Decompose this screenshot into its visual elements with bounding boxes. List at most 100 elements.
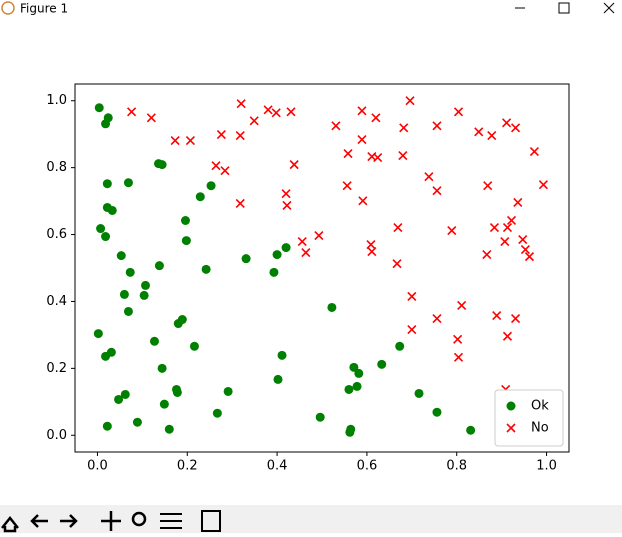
x-tick-label: 1.0: [536, 459, 557, 474]
x-marker: [263, 105, 273, 115]
x-marker: [520, 245, 531, 255]
configure-button[interactable]: [160, 513, 182, 529]
x-marker: [236, 99, 246, 109]
maximize-button[interactable]: [558, 2, 570, 14]
dot: [116, 251, 126, 261]
x-tick-label: 0.4: [267, 459, 288, 474]
x-marker: [342, 181, 352, 191]
dot: [164, 424, 174, 434]
close-button[interactable]: [603, 2, 615, 14]
dot: [414, 388, 424, 398]
home-button[interactable]: [1, 515, 19, 533]
dot: [173, 319, 183, 329]
dot: [139, 290, 149, 300]
dot: [125, 267, 135, 277]
dot: [206, 181, 216, 191]
x-marker: [357, 106, 367, 116]
x-marker: [373, 153, 383, 163]
dot: [345, 427, 355, 437]
x-marker: [314, 230, 324, 241]
x-marker: [518, 234, 528, 245]
dot: [327, 302, 337, 312]
dot: [101, 351, 111, 361]
x-marker: [510, 123, 521, 133]
x-marker: [405, 96, 415, 106]
window-title: Figure 1: [20, 2, 68, 16]
dot: [466, 425, 476, 435]
x-marker: [453, 107, 464, 117]
dot: [195, 192, 205, 202]
dot: [344, 384, 354, 394]
x-marker: [289, 160, 299, 170]
x-marker: [538, 180, 548, 190]
dot: [107, 205, 117, 215]
dot: [132, 417, 142, 427]
dot: [352, 381, 362, 391]
dot: [269, 267, 279, 277]
dot: [349, 362, 359, 372]
x-marker: [424, 172, 434, 182]
x-marker: [331, 121, 341, 131]
x-marker: [358, 196, 368, 206]
y-tick-label: 0.2: [46, 361, 67, 376]
dot: [123, 306, 133, 316]
x-marker: [482, 250, 492, 260]
x-marker: [407, 291, 417, 302]
legend-label: Ok: [531, 399, 549, 414]
x-marker: [489, 222, 500, 233]
dot: [101, 119, 111, 129]
dot: [181, 236, 191, 246]
x-marker: [398, 151, 408, 161]
dot: [277, 350, 287, 360]
y-tick-label: 0.0: [46, 428, 67, 443]
dot: [241, 254, 251, 264]
x-marker: [432, 186, 442, 196]
dot: [102, 421, 112, 431]
x-marker: [185, 135, 195, 146]
legend-label: No: [531, 421, 549, 436]
x-marker: [407, 324, 417, 335]
x-marker: [453, 334, 463, 344]
save-button[interactable]: [201, 510, 221, 532]
dot: [101, 232, 111, 242]
pan-button[interactable]: [101, 511, 121, 531]
x-marker: [301, 248, 311, 258]
dot: [119, 289, 129, 299]
x-marker: [343, 149, 353, 159]
dot: [281, 243, 291, 253]
y-tick-label: 0.8: [46, 160, 67, 175]
dot: [93, 329, 103, 339]
app-icon: [1, 1, 15, 15]
x-marker: [281, 189, 291, 199]
dot: [180, 215, 190, 225]
x-marker: [357, 134, 367, 145]
x-marker: [367, 247, 377, 257]
forward-button[interactable]: [60, 514, 78, 528]
y-tick-label: 1.0: [46, 93, 67, 108]
legend-marker: [506, 423, 516, 433]
x-tick-label: 0.8: [446, 459, 467, 474]
x-marker: [492, 310, 502, 321]
x-marker: [282, 200, 292, 211]
x-marker: [453, 352, 464, 362]
x-tick-label: 0.6: [357, 459, 378, 474]
x-marker: [529, 147, 539, 157]
dot: [154, 261, 164, 271]
x-marker: [235, 130, 245, 141]
x-marker: [392, 259, 402, 269]
dot: [273, 374, 283, 384]
x-marker: [286, 107, 296, 117]
x-marker: [474, 127, 484, 137]
dot: [377, 359, 387, 369]
dot: [223, 386, 233, 396]
x-marker: [500, 237, 510, 247]
back-button[interactable]: [30, 514, 48, 528]
x-marker: [399, 123, 409, 133]
x-marker: [502, 222, 513, 233]
dot: [94, 103, 104, 113]
zoom-button[interactable]: [131, 511, 147, 527]
x-marker: [447, 225, 457, 236]
legend-box: [494, 389, 564, 447]
